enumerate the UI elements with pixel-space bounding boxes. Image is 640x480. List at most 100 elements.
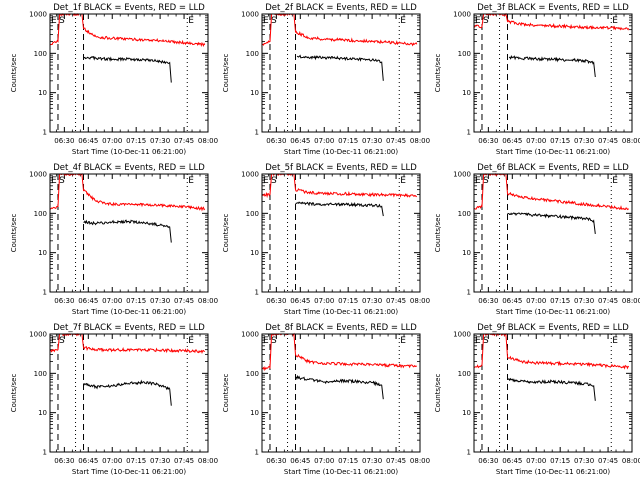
x-axis-label: Start Time (10-Dec-11 06:21:00)	[496, 148, 610, 156]
time-marker-label: S	[59, 336, 65, 346]
x-tick-label: 06:30	[54, 297, 74, 305]
y-axis-label: Counts/sec	[10, 374, 18, 413]
events-series-line	[83, 379, 172, 406]
plot-frame	[49, 173, 209, 293]
x-tick-label: 07:15	[550, 457, 570, 465]
x-tick-label: 07:15	[550, 297, 570, 305]
events-series-line	[83, 55, 172, 83]
time-marker-label: E	[400, 336, 406, 346]
detector-panel-8: Det_8f BLACK = Events, RED = LLD Counts/s…	[222, 323, 430, 476]
y-tick-label: 1000	[453, 171, 471, 179]
events-series-line	[508, 55, 596, 78]
y-tick-label: 100	[34, 50, 47, 58]
panel-title: Det_9f BLACK = Events, RED = LLD	[477, 323, 629, 333]
lld-series-line	[473, 333, 630, 370]
x-axis-label: Start Time (10-Dec-11 06:21:00)	[284, 148, 398, 156]
y-tick-label: 100	[246, 50, 259, 58]
x-tick-label: 07:45	[386, 457, 406, 465]
x-axis-label: Start Time (10-Dec-11 06:21:00)	[72, 308, 186, 316]
y-tick-label: 100	[34, 370, 47, 378]
panel-title: Det_2f BLACK = Events, RED = LLD	[265, 3, 417, 13]
x-tick-label: 06:45	[502, 137, 522, 145]
y-tick-label: 1000	[241, 171, 259, 179]
plot-frame	[473, 173, 633, 293]
time-marker-label: E	[475, 336, 481, 346]
x-tick-label: 07:15	[126, 457, 146, 465]
y-tick-label: 1	[255, 129, 259, 137]
x-tick-label: 07:45	[174, 457, 194, 465]
time-marker-label: E	[51, 336, 57, 346]
detector-panel-7: Det_7f BLACK = Events, RED = LLD Counts/s…	[10, 323, 218, 476]
y-axis-label: Counts/sec	[434, 374, 442, 413]
x-tick-label: 06:45	[78, 297, 98, 305]
time-marker-label: E	[51, 176, 57, 186]
lld-series-line	[261, 173, 418, 199]
y-axis-label: Counts/sec	[222, 214, 230, 253]
x-tick-label: 07:45	[386, 297, 406, 305]
x-tick-label: 07:15	[338, 457, 358, 465]
x-tick-label: 06:45	[502, 457, 522, 465]
y-tick-label: 1	[255, 449, 259, 457]
x-tick-label: 07:45	[174, 137, 194, 145]
plot-frame	[473, 13, 633, 133]
y-tick-label: 100	[246, 210, 259, 218]
time-marker-label: E	[188, 16, 194, 26]
panel-title: Det_5f BLACK = Events, RED = LLD	[265, 163, 417, 173]
x-tick-label: 06:45	[78, 457, 98, 465]
y-axis-label: Counts/sec	[10, 54, 18, 93]
x-tick-label: 07:45	[386, 137, 406, 145]
y-tick-label: 100	[246, 370, 259, 378]
x-tick-label: 07:15	[338, 137, 358, 145]
y-tick-label: 1000	[241, 11, 259, 19]
time-marker-label: S	[59, 176, 65, 186]
lld-series-line	[473, 173, 629, 211]
x-tick-label: 07:00	[102, 137, 122, 145]
x-tick-label: 08:00	[198, 297, 218, 305]
time-marker-label: E	[475, 16, 481, 26]
x-tick-label: 08:00	[410, 297, 430, 305]
detector-panel-5: Det_5f BLACK = Events, RED = LLD Counts/s…	[222, 163, 430, 316]
y-tick-label: 100	[458, 370, 471, 378]
time-marker-label: E	[263, 16, 269, 26]
lld-series-line	[261, 332, 417, 372]
x-tick-label: 07:30	[150, 137, 170, 145]
x-tick-label: 06:45	[290, 137, 310, 145]
y-axis-label: Counts/sec	[10, 214, 18, 253]
x-tick-label: 07:00	[526, 457, 546, 465]
x-tick-label: 07:15	[126, 137, 146, 145]
y-tick-label: 1000	[29, 331, 47, 339]
x-tick-label: 07:30	[150, 457, 170, 465]
time-marker-label: S	[271, 176, 277, 186]
x-tick-label: 07:00	[314, 297, 334, 305]
detector-panel-9: Det_9f BLACK = Events, RED = LLD Counts/s…	[434, 323, 640, 476]
y-tick-label: 10	[462, 409, 471, 417]
panel-title: Det_6f BLACK = Events, RED = LLD	[477, 163, 629, 173]
detector-panel-6: Det_6f BLACK = Events, RED = LLD Counts/s…	[434, 163, 640, 316]
x-tick-label: 07:00	[102, 297, 122, 305]
x-tick-label: 07:45	[174, 297, 194, 305]
x-tick-label: 06:30	[266, 137, 286, 145]
x-axis-label: Start Time (10-Dec-11 06:21:00)	[284, 308, 398, 316]
events-series-line	[295, 201, 384, 217]
y-tick-label: 100	[34, 210, 47, 218]
panel-title: Det_3f BLACK = Events, RED = LLD	[477, 3, 629, 13]
lld-series-line	[473, 12, 630, 31]
time-marker-label: E	[263, 176, 269, 186]
y-tick-label: 100	[458, 210, 471, 218]
x-tick-label: 06:45	[290, 457, 310, 465]
x-tick-label: 06:30	[478, 457, 498, 465]
x-tick-label: 08:00	[622, 457, 640, 465]
y-axis-label: Counts/sec	[434, 54, 442, 93]
y-tick-label: 1	[467, 129, 471, 137]
x-axis-label: Start Time (10-Dec-11 06:21:00)	[284, 468, 398, 476]
lld-series-line	[261, 13, 418, 47]
y-tick-label: 1000	[29, 11, 47, 19]
time-marker-label: E	[475, 176, 481, 186]
x-tick-label: 06:45	[290, 297, 310, 305]
x-tick-label: 07:45	[598, 297, 618, 305]
detector-panel-4: Det_4f BLACK = Events, RED = LLD Counts/s…	[10, 163, 218, 316]
panel-title: Det_4f BLACK = Events, RED = LLD	[53, 163, 205, 173]
x-tick-label: 08:00	[198, 137, 218, 145]
x-tick-label: 07:30	[362, 137, 382, 145]
x-tick-label: 06:45	[78, 137, 98, 145]
